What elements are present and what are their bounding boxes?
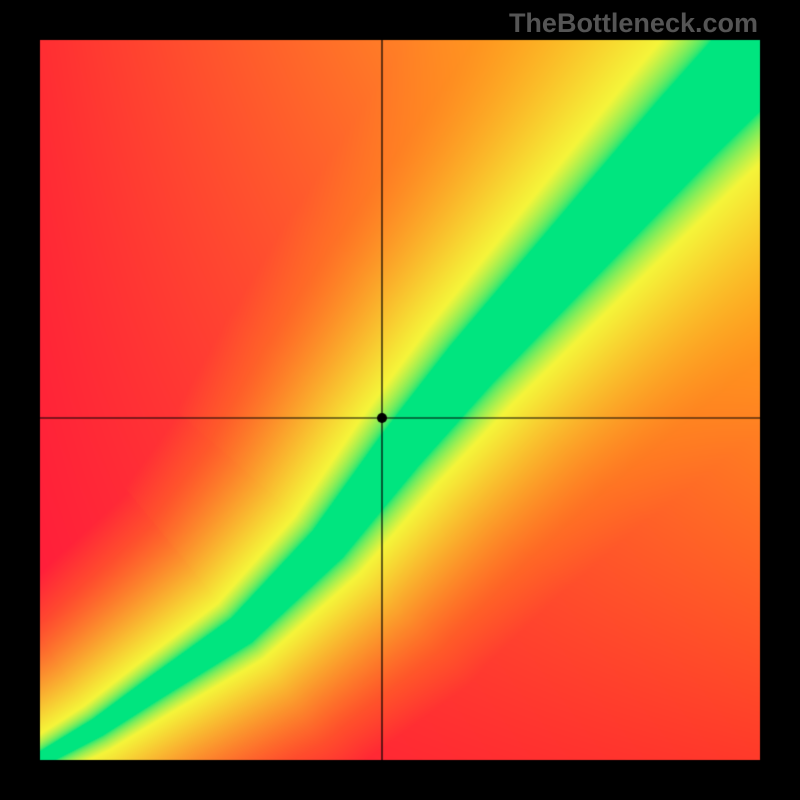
bottleneck-heatmap	[0, 0, 800, 800]
watermark-text: TheBottleneck.com	[509, 8, 758, 39]
